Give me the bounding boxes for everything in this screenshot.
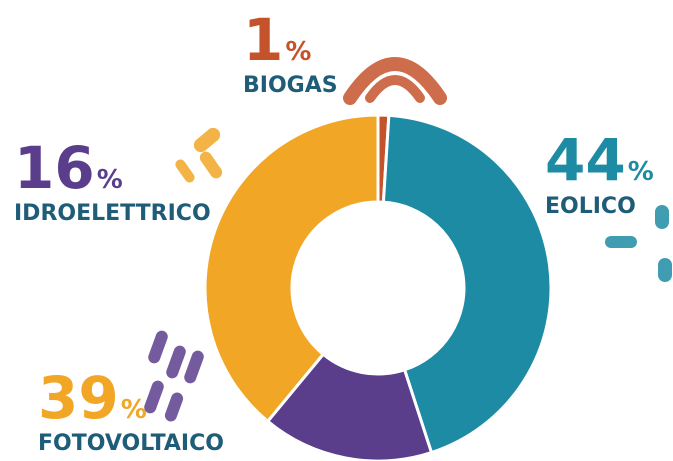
- value-number: 39: [38, 364, 119, 432]
- wind-icon: [658, 258, 672, 282]
- wind-icon: [655, 205, 669, 229]
- biogas-icon: [343, 57, 447, 105]
- hydro-icon: [184, 350, 204, 384]
- category-label: BIOGAS: [243, 73, 338, 98]
- donut-slice: [203, 113, 380, 424]
- value-number: 1: [243, 6, 283, 74]
- category-label: IDROELETTRICO: [14, 201, 211, 226]
- value-unit: %: [121, 395, 147, 425]
- value-unit: %: [628, 157, 654, 187]
- category-label: FOTOVOLTAICO: [38, 431, 224, 456]
- hydro-icon: [144, 380, 164, 414]
- value-number: 44: [545, 126, 626, 194]
- hydro-icon: [164, 392, 184, 422]
- solar-icon: [193, 127, 221, 153]
- solar-icon: [199, 151, 223, 179]
- decorations: [144, 57, 672, 422]
- value-label: 16%: [14, 134, 123, 202]
- value-unit: %: [285, 37, 311, 67]
- hydro-icon: [148, 330, 168, 364]
- donut-slice: [381, 113, 553, 455]
- value-unit: %: [97, 165, 123, 195]
- value-label: 44%: [545, 126, 654, 194]
- value-label: 39%: [38, 364, 147, 432]
- biogas-icon: [365, 75, 425, 103]
- solar-icon: [175, 159, 195, 183]
- wind-icon: [605, 236, 637, 248]
- hydro-icon: [166, 345, 186, 379]
- value-number: 16: [14, 134, 95, 202]
- value-label: 1%: [243, 6, 311, 74]
- category-label: EOLICO: [545, 194, 636, 219]
